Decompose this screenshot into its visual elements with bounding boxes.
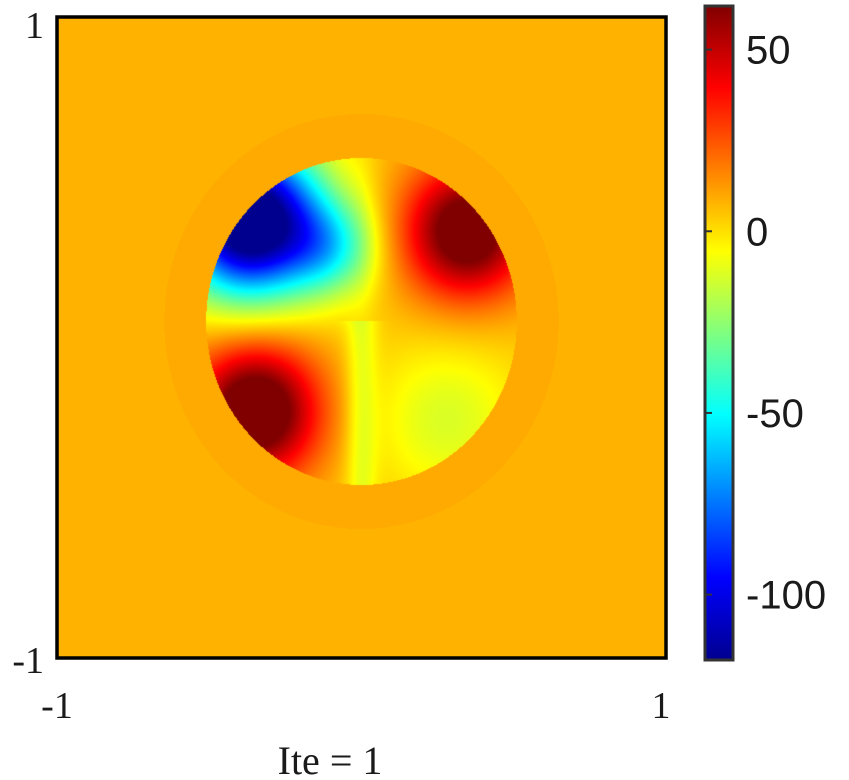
colorbar-ticks: 50 0 -50 -100: [705, 29, 826, 618]
plot-frame: [55, 15, 668, 660]
y-tick-label-top: 1: [25, 5, 44, 47]
heatmap-image: [57, 17, 666, 658]
y-tick-label-bottom: -1: [12, 640, 44, 682]
x-axis-label: Ite = 1: [278, 738, 383, 780]
x-tick-label-right: 1: [652, 685, 671, 727]
colorbar-tick-label: 50: [746, 29, 791, 73]
colorbar: 50 0 -50 -100: [703, 4, 826, 662]
x-tick-label-left: -1: [41, 685, 73, 727]
colorbar-tick-label: -100: [746, 574, 826, 618]
heatmap-raster: [57, 17, 666, 658]
colorbar-tick-label: -50: [746, 392, 804, 436]
colorbar-gradient: [703, 4, 735, 662]
colorbar-tick-label: 0: [746, 210, 768, 254]
